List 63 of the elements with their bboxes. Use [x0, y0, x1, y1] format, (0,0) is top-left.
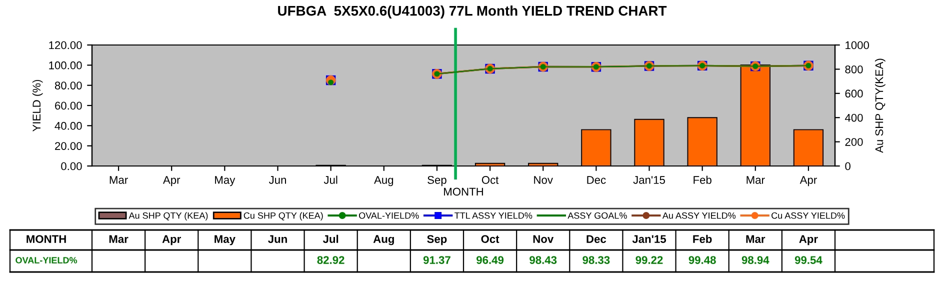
category-label: May [214, 235, 236, 246]
x-tick-label: Feb [694, 176, 712, 184]
y-tick-label: 40.00 [54, 122, 82, 130]
x-tick-label: May [215, 176, 236, 186]
data-label: 99.22 [636, 256, 663, 264]
y-tick-label: 100.00 [49, 61, 82, 70]
legend-label: ASSY GOAL% [568, 212, 627, 219]
legend-label: TTL ASSY YIELD% [454, 212, 532, 219]
x-tick-label: Sep [428, 176, 446, 186]
text: OVAL-YIELD% [16, 257, 78, 264]
y2-tick-label: 400 [844, 114, 863, 122]
category-label: Dec [586, 235, 606, 243]
category-label: Feb [693, 234, 712, 243]
legend-label: Cu SHP QTY (KEA) [244, 212, 323, 221]
x-tick-label: Aug [374, 176, 394, 186]
category-label: Aug [373, 235, 394, 246]
text: MONTH [26, 235, 66, 243]
x-tick-label: Jan'15 [633, 176, 665, 184]
text: Sep [427, 235, 447, 246]
x-tick-label: Jul [324, 176, 338, 184]
data-label: 99.48 [688, 256, 716, 264]
data-label: 82.92 [317, 256, 344, 264]
data-label: 98.94 [742, 256, 770, 264]
category-label: Nov [533, 235, 554, 243]
category-label: Mar [109, 235, 128, 243]
category-label: Jun [268, 235, 287, 243]
data-label: 91.37 [423, 256, 450, 264]
x-tick-label: Dec [587, 176, 606, 184]
data-label: 98.33 [582, 256, 610, 264]
x-tick-label: Apr [800, 176, 817, 186]
category-label: Apr [799, 235, 818, 246]
x-tick-label: Jun [268, 176, 286, 184]
data-label: 98.43 [530, 256, 557, 264]
legend-label: OVAL-YIELD% [359, 212, 419, 219]
y-tick-label: 0.00 [61, 162, 82, 170]
category-label: Jan'15 [632, 235, 666, 243]
y-tick-label: 20.00 [55, 142, 82, 150]
y-tick-label: 120.00 [49, 41, 82, 50]
category-label: Jul [322, 234, 338, 243]
y2-tick-label: 0 [845, 162, 850, 170]
y-tick-label: 80.00 [54, 82, 82, 90]
chart-title: UFBGA 5X5X0.6(U41003) 77L Month YIELD TREND CHART [278, 6, 667, 18]
y2-axis-title: Au SHP QTY(KEA) [874, 58, 886, 153]
x-tick-label: Mar [110, 176, 128, 184]
x-tick-label: Apr [162, 176, 180, 186]
legend-label: Au SHP QTY (KEA) [128, 212, 208, 221]
category-label: Mar [746, 235, 766, 243]
y-axis-title: YIELD (%) [32, 80, 43, 132]
y-tick-label: 60.00 [55, 102, 82, 110]
y2-tick-label: 1000 [846, 41, 870, 50]
x-axis-title: MONTH [444, 188, 483, 196]
x-tick-label: Oct [482, 176, 499, 184]
legend-label: Au ASSY YIELD% [662, 212, 736, 219]
data-label: 96.49 [476, 256, 504, 264]
category-label: Apr [162, 235, 182, 246]
y2-tick-label: 600 [845, 90, 863, 98]
x-tick-label: Nov [534, 176, 553, 184]
y2-tick-label: 800 [845, 65, 863, 74]
category-label: Oct [481, 235, 500, 243]
legend-label: Cu ASSY YIELD% [772, 212, 845, 219]
data-label: 99.54 [794, 256, 822, 264]
x-tick-label: Mar [746, 176, 765, 184]
y2-tick-label: 200 [845, 138, 863, 146]
